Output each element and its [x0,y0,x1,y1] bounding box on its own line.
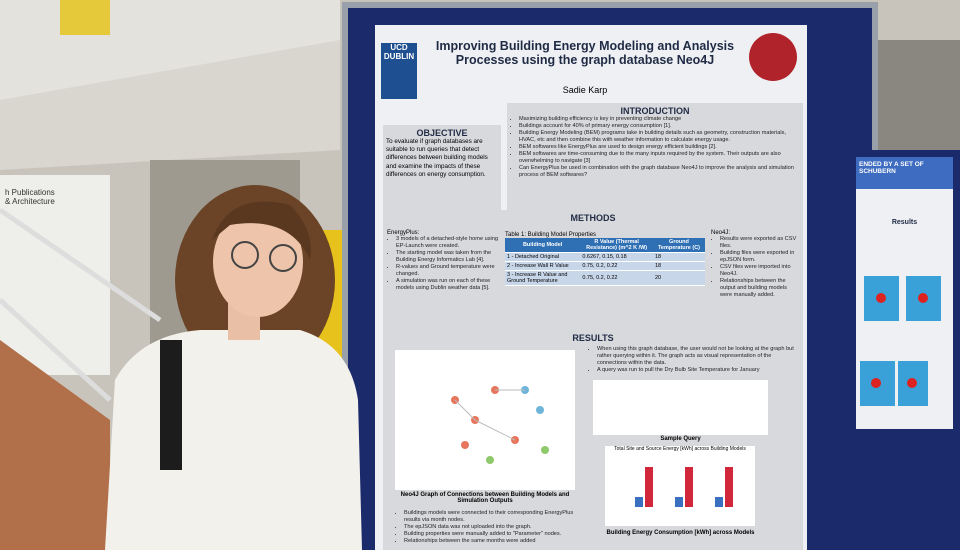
table-row: Building Model R Value (Thermal Resistanc… [505,238,705,253]
bullet-list: Buildings models were connected to their… [395,510,575,545]
side-figures [860,276,941,406]
query-image [593,380,768,435]
bullet: Results were exported as CSV files. [720,236,799,250]
bullet: 3 models of a detached-style home using … [396,236,502,250]
table-caption: Table 1: Building Model Properties [505,232,597,238]
poster-title: Improving Building Energy Modeling and A… [435,39,735,67]
side-poster: ENDED BY A SET OF SCHUBERN Results [856,157,953,429]
bullet: Can EnergyPlus be used in combination wi… [519,165,800,179]
bullet-list: Results were exported as CSV files.Build… [711,236,799,299]
bullet: When using this graph database, the user… [597,346,798,367]
table-cell: 0.75, 0.2, 0.22 [580,261,653,271]
table-cell: 18 [652,261,705,271]
table-cell: 18 [652,252,705,262]
side-title: ENDED BY A SET OF [859,161,924,168]
bullet-list: 3 models of a detached-style home using … [387,236,502,292]
bullet-list: When using this graph database, the user… [588,346,798,374]
chart-drawing [635,467,733,507]
section-heading: INTRODUCTION [620,106,690,116]
figure-caption: Neo4J Graph of Connections between Build… [400,492,570,504]
table-header-cell: R Value (Thermal Resistance) (m^2 K /W) [580,238,653,253]
figure-caption: Sample Query [660,436,701,442]
chart-title: Total Site and Source Energy [kWh] acros… [614,446,746,452]
table-header-cell: Ground Temperature (C) [652,238,705,253]
sign-text: & Architecture [5,197,55,206]
table-cell: 2 - Increase Wall R Value [505,261,581,271]
table-cell: 3 - Increase R Value and Ground Temperat… [505,270,581,286]
table-cell: 0.6267, 0.15, 0.18 [580,252,653,262]
poster: UCD DUBLIN Improving Building Energy Mod… [375,25,807,550]
side-title: SCHUBERN [859,168,896,175]
bullet: Buildings account for 40% of primary ene… [519,123,800,130]
table-cell: 1 - Detached Original [505,252,581,262]
bullet: Relationships between the output and bui… [720,278,799,299]
bullet: BEM softwares like EnergyPlus are used t… [519,144,800,151]
section-heading: METHODS [570,213,616,223]
poster-author: Sadie Karp [562,85,608,95]
table-cell: 20 [652,270,705,286]
bullet: Building properties were manually added … [404,531,575,538]
table-header-cell: Building Model [505,238,581,253]
bullet: A query was run to pull the Dry Bulb Sit… [597,367,798,374]
table-row: 3 - Increase R Value and Ground Temperat… [505,270,705,286]
graph-image [395,350,575,490]
figure-caption: Building Energy Consumption [kWh] across… [606,530,755,536]
bullet: Building Energy Modeling (BEM) programs … [519,130,800,144]
bullet: The starting model was taken from the Bu… [396,250,502,264]
bullet: Maximizing building efficiency is key in… [519,116,800,123]
bullet: A simulation was run on each of these mo… [396,278,502,292]
bullet-list: Maximizing building efficiency is key in… [510,116,800,179]
bullet: Relationships between the same months we… [404,538,575,545]
label: Neo4J: [711,230,731,236]
section-heading: Results [891,219,918,226]
table-row: 2 - Increase Wall R Value 0.75, 0.2, 0.22… [505,261,705,271]
logo: UCD DUBLIN [381,43,417,99]
section-heading: OBJECTIVE [416,128,468,138]
section-heading: RESULTS [572,333,614,343]
sign: h Publications & Architecture [5,188,55,206]
label: EnergyPlus: [387,230,420,236]
table-cell: 0.75, 0.2, 0.22 [580,270,653,286]
bullet: BEM softwares are time-consuming due to … [519,151,800,165]
table: Building Model R Value (Thermal Resistanc… [505,238,705,286]
chart-image: Total Site and Source Energy [kWh] acros… [605,446,755,526]
bullet: The epJSON data was not uploaded into th… [404,524,575,531]
bullet: CSV files were imported into Neo4J. [720,264,799,278]
bullet: Buildings models were connected to their… [404,510,575,524]
graph-drawing [451,386,549,464]
bullet: R-values and Ground temperature were cha… [396,264,502,278]
bullet: Building files were exported in epJSON f… [720,250,799,264]
sign-text: h Publications [5,188,55,197]
crest [749,33,797,81]
table-row: 1 - Detached Original 0.6267, 0.15, 0.18 1… [505,252,705,262]
objective-text: To evaluate if graph databases are suita… [386,138,488,178]
